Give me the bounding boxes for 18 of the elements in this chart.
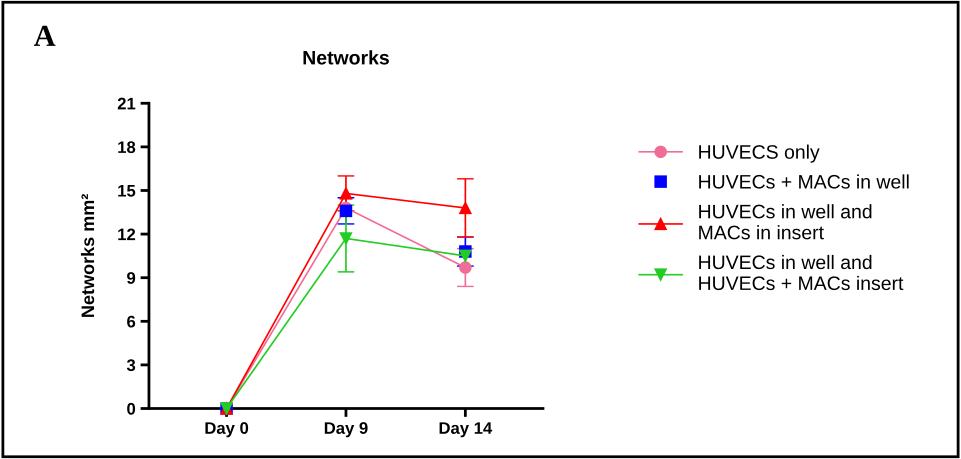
y-tick-label: 3 bbox=[126, 359, 136, 372]
y-tick-label: 0 bbox=[127, 402, 136, 415]
x-tick-label: Day 0 bbox=[205, 422, 248, 438]
y-tick-label: 12 bbox=[118, 228, 136, 240]
x-tick-label: Day 9 bbox=[324, 422, 368, 438]
y-tick-label: 6 bbox=[127, 316, 136, 328]
legend-label: HUVECs + MACs in well bbox=[699, 174, 909, 189]
legend-label: HUVECS only bbox=[699, 144, 820, 163]
y-tick-label: 18 bbox=[118, 141, 136, 154]
y-tick-label: 15 bbox=[118, 185, 136, 197]
legend-label: HUVECs in well and MACs in insert bbox=[699, 204, 872, 240]
legend-label: HUVECs in well and HUVECs + MACs insert bbox=[699, 254, 904, 290]
text: A bbox=[34, 26, 56, 46]
y-tick-label: 9 bbox=[127, 272, 136, 284]
y-axis-title: Networks mm² bbox=[80, 194, 94, 317]
x-tick-label: Day 14 bbox=[440, 422, 492, 438]
chart-title: Networks bbox=[304, 50, 389, 65]
y-tick-label: 21 bbox=[118, 98, 136, 110]
